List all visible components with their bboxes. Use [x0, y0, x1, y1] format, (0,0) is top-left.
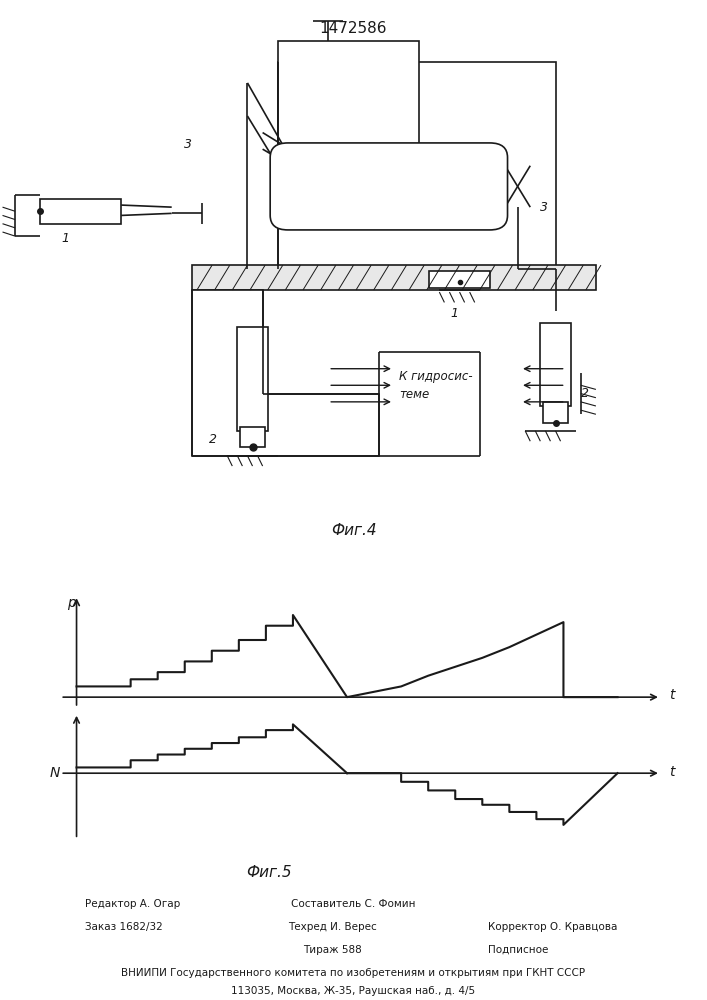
Bar — [543, 402, 568, 423]
Text: Редактор А. Огар: Редактор А. Огар — [85, 899, 180, 909]
Text: ВНИИПИ Государственного комитета по изобретениям и открытиям при ГКНТ СССР: ВНИИПИ Государственного комитета по изоб… — [122, 968, 585, 978]
Text: 2: 2 — [209, 433, 217, 446]
Text: Заказ 1682/32: Заказ 1682/32 — [85, 922, 163, 932]
Text: 3: 3 — [540, 201, 549, 214]
Bar — [192, 265, 596, 290]
Bar — [240, 427, 265, 447]
Bar — [278, 41, 419, 145]
Text: 1: 1 — [62, 232, 70, 245]
Bar — [429, 271, 490, 288]
Bar — [40, 199, 121, 224]
Text: 2: 2 — [580, 387, 589, 400]
Text: 1: 1 — [450, 307, 459, 320]
Text: Корректор О. Кравцова: Корректор О. Кравцова — [488, 922, 617, 932]
FancyBboxPatch shape — [270, 143, 508, 230]
Text: 113035, Москва, Ж-35, Раушская наб., д. 4/5: 113035, Москва, Ж-35, Раушская наб., д. … — [231, 986, 476, 996]
Bar — [238, 327, 268, 431]
Text: 1472586: 1472586 — [320, 21, 387, 36]
Text: p: p — [66, 596, 76, 610]
Text: К гидросис-
теме: К гидросис- теме — [399, 370, 472, 401]
Bar — [540, 323, 571, 406]
Text: Составитель С. Фомин: Составитель С. Фомин — [291, 899, 416, 909]
Text: t: t — [669, 765, 674, 779]
Text: Фиг.5: Фиг.5 — [246, 865, 291, 880]
Text: 3: 3 — [184, 138, 192, 151]
Text: Тираж 588: Тираж 588 — [303, 945, 362, 955]
Bar — [278, 62, 556, 269]
Text: N: N — [50, 766, 60, 780]
Text: Техред И. Верес: Техред И. Верес — [288, 922, 377, 932]
Text: t: t — [669, 688, 674, 702]
Text: Подписное: Подписное — [488, 945, 548, 955]
Text: Фиг.4: Фиг.4 — [331, 523, 376, 538]
Polygon shape — [192, 290, 379, 456]
